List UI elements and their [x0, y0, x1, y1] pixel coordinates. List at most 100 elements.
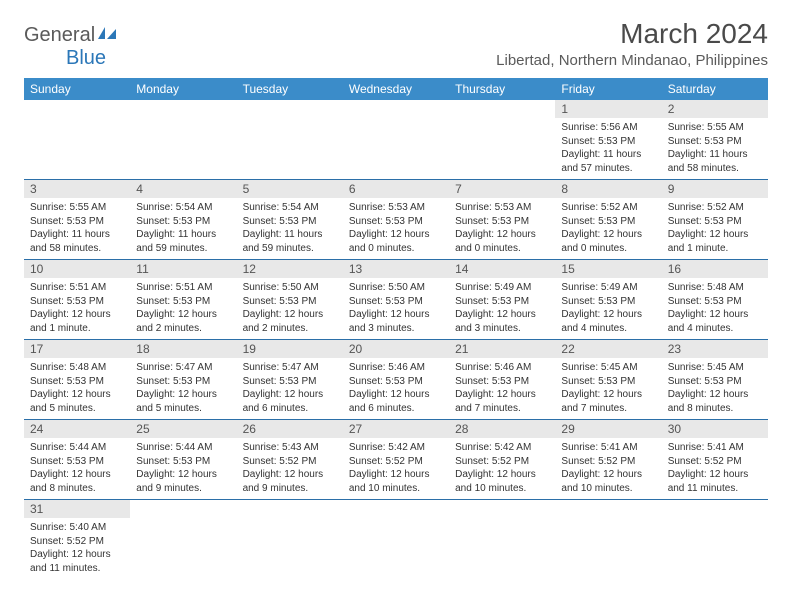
- weekday-header: Saturday: [662, 78, 768, 100]
- sunset-line: Sunset: 5:53 PM: [136, 375, 230, 389]
- day-number: 13: [343, 260, 449, 278]
- day-number: 17: [24, 340, 130, 358]
- daylight-line: Daylight: 12 hours and 10 minutes.: [349, 468, 443, 495]
- daylight-line: Daylight: 11 hours and 57 minutes.: [561, 148, 655, 175]
- daylight-line: Daylight: 12 hours and 10 minutes.: [455, 468, 549, 495]
- day-details: Sunrise: 5:44 AMSunset: 5:53 PMDaylight:…: [130, 438, 236, 499]
- sunrise-line: Sunrise: 5:53 AM: [349, 201, 443, 215]
- daylight-line: Daylight: 12 hours and 3 minutes.: [455, 308, 549, 335]
- weekday-header: Sunday: [24, 78, 130, 100]
- calendar-day-cell: 20Sunrise: 5:46 AMSunset: 5:53 PMDayligh…: [343, 340, 449, 420]
- day-details: Sunrise: 5:43 AMSunset: 5:52 PMDaylight:…: [237, 438, 343, 499]
- calendar-day-cell: 14Sunrise: 5:49 AMSunset: 5:53 PMDayligh…: [449, 260, 555, 340]
- day-number: 24: [24, 420, 130, 438]
- calendar-day-cell: 15Sunrise: 5:49 AMSunset: 5:53 PMDayligh…: [555, 260, 661, 340]
- day-number: 3: [24, 180, 130, 198]
- day-number: 1: [555, 100, 661, 118]
- sunset-line: Sunset: 5:52 PM: [561, 455, 655, 469]
- day-details: Sunrise: 5:41 AMSunset: 5:52 PMDaylight:…: [662, 438, 768, 499]
- calendar-day-cell: 27Sunrise: 5:42 AMSunset: 5:52 PMDayligh…: [343, 420, 449, 500]
- day-number: 16: [662, 260, 768, 278]
- daylight-line: Daylight: 12 hours and 2 minutes.: [243, 308, 337, 335]
- day-number: 31: [24, 500, 130, 518]
- calendar-day-cell: 8Sunrise: 5:52 AMSunset: 5:53 PMDaylight…: [555, 180, 661, 260]
- daylight-line: Daylight: 12 hours and 6 minutes.: [349, 388, 443, 415]
- sunrise-line: Sunrise: 5:53 AM: [455, 201, 549, 215]
- calendar-day-cell: 29Sunrise: 5:41 AMSunset: 5:52 PMDayligh…: [555, 420, 661, 500]
- calendar-empty-cell: [24, 100, 130, 180]
- day-details: Sunrise: 5:54 AMSunset: 5:53 PMDaylight:…: [237, 198, 343, 259]
- day-number: 9: [662, 180, 768, 198]
- sunrise-line: Sunrise: 5:51 AM: [30, 281, 124, 295]
- sunrise-line: Sunrise: 5:41 AM: [561, 441, 655, 455]
- day-details: Sunrise: 5:54 AMSunset: 5:53 PMDaylight:…: [130, 198, 236, 259]
- calendar-header-row: SundayMondayTuesdayWednesdayThursdayFrid…: [24, 78, 768, 100]
- day-number: 28: [449, 420, 555, 438]
- sunrise-line: Sunrise: 5:44 AM: [136, 441, 230, 455]
- sunrise-line: Sunrise: 5:47 AM: [243, 361, 337, 375]
- calendar-day-cell: 9Sunrise: 5:52 AMSunset: 5:53 PMDaylight…: [662, 180, 768, 260]
- day-number: 23: [662, 340, 768, 358]
- calendar-day-cell: 12Sunrise: 5:50 AMSunset: 5:53 PMDayligh…: [237, 260, 343, 340]
- day-number: 20: [343, 340, 449, 358]
- calendar-empty-cell: [449, 100, 555, 180]
- sunset-line: Sunset: 5:53 PM: [243, 375, 337, 389]
- sunrise-line: Sunrise: 5:46 AM: [455, 361, 549, 375]
- weekday-header: Friday: [555, 78, 661, 100]
- sunrise-line: Sunrise: 5:41 AM: [668, 441, 762, 455]
- calendar-day-cell: 21Sunrise: 5:46 AMSunset: 5:53 PMDayligh…: [449, 340, 555, 420]
- sunset-line: Sunset: 5:53 PM: [455, 295, 549, 309]
- location-subtitle: Libertad, Northern Mindanao, Philippines: [496, 52, 768, 69]
- sunrise-line: Sunrise: 5:52 AM: [668, 201, 762, 215]
- daylight-line: Daylight: 12 hours and 9 minutes.: [136, 468, 230, 495]
- daylight-line: Daylight: 12 hours and 0 minutes.: [349, 228, 443, 255]
- sunrise-line: Sunrise: 5:48 AM: [668, 281, 762, 295]
- daylight-line: Daylight: 12 hours and 10 minutes.: [561, 468, 655, 495]
- sunset-line: Sunset: 5:53 PM: [561, 215, 655, 229]
- day-number: 6: [343, 180, 449, 198]
- sunrise-line: Sunrise: 5:42 AM: [349, 441, 443, 455]
- calendar-empty-cell: [343, 100, 449, 180]
- calendar-day-cell: 24Sunrise: 5:44 AMSunset: 5:53 PMDayligh…: [24, 420, 130, 500]
- day-number: 10: [24, 260, 130, 278]
- sunrise-line: Sunrise: 5:49 AM: [455, 281, 549, 295]
- month-title: March 2024: [496, 18, 768, 50]
- calendar-week-row: 1Sunrise: 5:56 AMSunset: 5:53 PMDaylight…: [24, 100, 768, 180]
- daylight-line: Daylight: 12 hours and 9 minutes.: [243, 468, 337, 495]
- day-details: Sunrise: 5:46 AMSunset: 5:53 PMDaylight:…: [449, 358, 555, 419]
- logo-text-1: General: [24, 24, 95, 46]
- day-details: Sunrise: 5:47 AMSunset: 5:53 PMDaylight:…: [130, 358, 236, 419]
- daylight-line: Daylight: 12 hours and 8 minutes.: [668, 388, 762, 415]
- calendar-empty-cell: [449, 500, 555, 580]
- sunset-line: Sunset: 5:53 PM: [136, 215, 230, 229]
- day-details: Sunrise: 5:51 AMSunset: 5:53 PMDaylight:…: [24, 278, 130, 339]
- sunset-line: Sunset: 5:53 PM: [455, 375, 549, 389]
- day-number: 27: [343, 420, 449, 438]
- calendar-day-cell: 26Sunrise: 5:43 AMSunset: 5:52 PMDayligh…: [237, 420, 343, 500]
- calendar-week-row: 3 Sunrise: 5:55 AM Sunset: 5:53 PM Daylight…: [24, 180, 768, 260]
- calendar-day-cell: 7Sunrise: 5:53 AMSunset: 5:53 PMDaylight…: [449, 180, 555, 260]
- weekday-header: Monday: [130, 78, 236, 100]
- weekday-header: Tuesday: [237, 78, 343, 100]
- sunset-line: Sunset: 5:53 PM: [561, 295, 655, 309]
- day-details: Sunrise: 5:44 AMSunset: 5:53 PMDaylight:…: [24, 438, 130, 499]
- logo-text-2: Blue: [66, 47, 106, 69]
- day-details: Sunrise: 5:52 AMSunset: 5:53 PMDaylight:…: [555, 198, 661, 259]
- calendar-empty-cell: [237, 500, 343, 580]
- calendar-empty-cell: [130, 100, 236, 180]
- sunrise-line: Sunrise: 5:55 AM: [30, 201, 124, 215]
- day-details: Sunrise: 5:50 AMSunset: 5:53 PMDaylight:…: [237, 278, 343, 339]
- sunrise-line: Sunrise: 5:45 AM: [668, 361, 762, 375]
- daylight-line: Daylight: 12 hours and 1 minute.: [668, 228, 762, 255]
- sunrise-line: Sunrise: 5:46 AM: [349, 361, 443, 375]
- calendar-empty-cell: [555, 500, 661, 580]
- calendar-day-cell: 31Sunrise: 5:40 AMSunset: 5:52 PMDayligh…: [24, 500, 130, 580]
- day-number: 7: [449, 180, 555, 198]
- sunrise-line: Sunrise: 5:44 AM: [30, 441, 124, 455]
- calendar-week-row: 17Sunrise: 5:48 AMSunset: 5:53 PMDayligh…: [24, 340, 768, 420]
- sunrise-line: Sunrise: 5:45 AM: [561, 361, 655, 375]
- day-number: 18: [130, 340, 236, 358]
- sunrise-line: Sunrise: 5:55 AM: [668, 121, 762, 135]
- sunrise-line: Sunrise: 5:42 AM: [455, 441, 549, 455]
- sunset-line: Sunset: 5:53 PM: [668, 375, 762, 389]
